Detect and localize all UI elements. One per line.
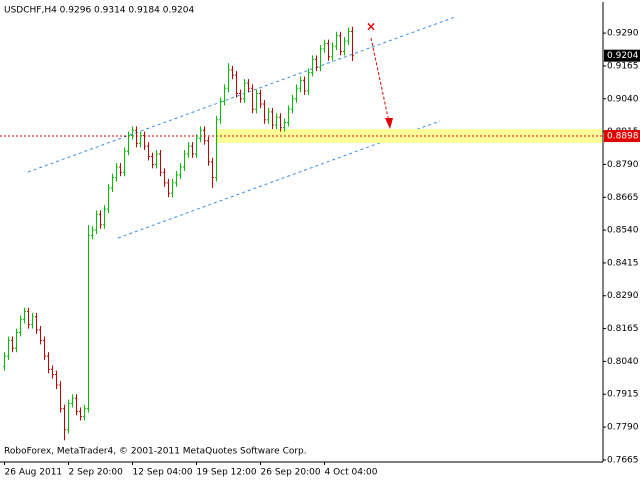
y-tick-label: 0.8665	[607, 193, 639, 203]
y-tick-label: 0.8040	[607, 357, 639, 367]
footer: RoboForex, MetaTrader4, © 2001-2011 Meta…	[4, 447, 307, 457]
y-tick-label: 0.8415	[607, 258, 639, 268]
y-tick-label: 0.9165	[607, 61, 639, 71]
y-tick-label: 0.8290	[607, 291, 639, 301]
y-tick-label: 0.8790	[607, 160, 639, 170]
y-tick-label: 0.7915	[607, 390, 639, 400]
x-tick-label: 4 Oct 04:00	[325, 468, 378, 478]
x-tick-label: 19 Sep 12:00	[197, 468, 257, 478]
price-label: 0.9204	[607, 51, 639, 61]
chart-title: USDCHF,H4 0.9296 0.9314 0.9184 0.9204	[4, 6, 194, 16]
y-tick-label: 0.9040	[607, 94, 639, 104]
y-tick-label: 0.9290	[607, 29, 639, 39]
x-tick-label: 12 Sep 04:00	[133, 468, 193, 478]
forecast-arrow	[370, 37, 390, 123]
levels	[0, 129, 603, 144]
arrow-head	[385, 118, 393, 129]
bars	[3, 26, 354, 441]
level-label-box	[604, 130, 640, 143]
y-tick-label: 0.8165	[607, 324, 639, 334]
y-tick-label: 0.7665	[607, 455, 639, 465]
x-tick-label: 26 Aug 2011	[5, 468, 63, 478]
price-label-box	[604, 49, 640, 62]
y-tick-label: 0.8540	[607, 226, 639, 236]
y-tick-label: 0.7790	[607, 423, 639, 433]
level-label: 0.8898	[607, 132, 639, 142]
cross-mark: ×	[366, 20, 376, 34]
channel-upper	[27, 16, 456, 173]
axis: 0.92900.91650.90400.89150.87900.86650.85…	[4, 29, 640, 478]
x-tick-label: 2 Sep 20:00	[69, 468, 124, 478]
x-tick-label: 26 Sep 20:00	[261, 468, 321, 478]
